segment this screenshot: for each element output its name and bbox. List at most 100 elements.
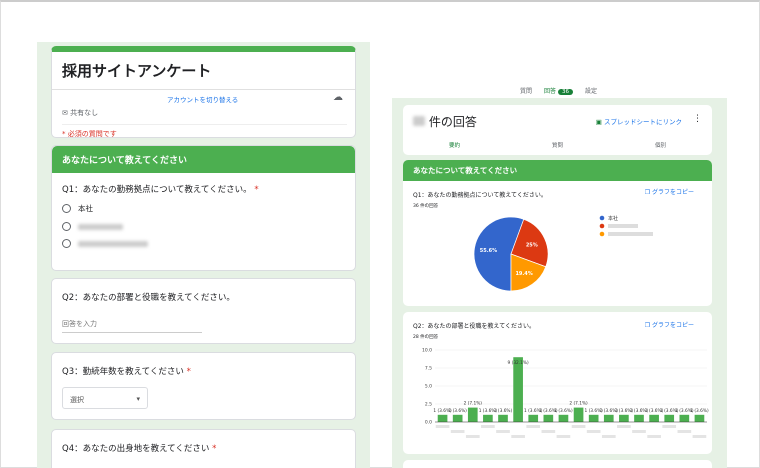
bar	[588, 414, 599, 422]
bar	[664, 414, 675, 422]
legend-blurred	[608, 224, 638, 228]
mail-icon: ✉	[62, 109, 71, 117]
x-label-blurred	[617, 425, 631, 428]
blurred-option	[78, 223, 123, 230]
q2-card: Q2：あなたの部署と役職を教えてください。 回答を入力	[51, 278, 356, 344]
x-label-blurred	[526, 425, 541, 428]
copy-label: グラフをコピー	[651, 189, 694, 196]
option-label: 本社	[78, 204, 93, 213]
responses-panel: 件の回答 ▣ スプレッドシートにリンク ⋮ 要約 質問 個別 あなたについて教え…	[392, 98, 727, 468]
x-label-blurred	[435, 425, 450, 428]
section-header: あなたについて教えてください	[52, 146, 355, 173]
bar	[634, 414, 644, 422]
q1-summary-card: あなたについて教えてください Q1：あなたの勤務拠点について教えてください。 3…	[403, 160, 712, 306]
bar	[619, 414, 629, 422]
bar	[558, 414, 569, 422]
option-2[interactable]	[62, 222, 345, 231]
sheets-icon: ▣	[595, 118, 602, 126]
bar-label: 1 (3.6%)	[615, 408, 634, 414]
bar	[603, 414, 614, 422]
x-label-blurred	[556, 435, 571, 438]
y-tick-label: 0.0	[425, 420, 432, 426]
more-icon[interactable]: ⋮	[693, 114, 702, 124]
bar-chart: 0.02.55.07.510.01 (3.6%)1 (3.6%)2 (7.1%)…	[422, 348, 709, 438]
q2-input[interactable]: 回答を入力	[62, 319, 202, 333]
bar-label: 1 (3.6%)	[660, 408, 679, 414]
bar	[498, 414, 508, 422]
tab-summary[interactable]: 要約	[448, 143, 460, 149]
tab-individual[interactable]: 個別	[654, 143, 666, 149]
x-label-blurred	[647, 435, 661, 438]
option-3[interactable]	[62, 239, 345, 248]
bar-label: 1 (3.6%)	[479, 408, 498, 414]
bar	[679, 414, 690, 422]
spreadsheet-link[interactable]: ▣ スプレッドシートにリンク	[596, 116, 682, 126]
y-tick-label: 7.5	[425, 366, 432, 372]
select-value: 選択	[70, 396, 84, 404]
x-label-blurred	[586, 430, 601, 433]
slice-label: 25%	[526, 242, 538, 248]
q3-card: Q3：勤続年数を教えてください * 選択 ▾	[51, 352, 356, 420]
q2-summary-card: Q2：あなたの部署と役職を教えてください。 28 件の回答 ❐ グラフをコピー …	[403, 312, 712, 454]
slice-label: 19.4%	[515, 271, 532, 277]
dropdown-arrow-icon: ▾	[136, 395, 140, 403]
x-label-blurred	[481, 425, 495, 428]
bar-label: 1 (3.6%)	[554, 408, 573, 414]
required-mark: *	[254, 185, 259, 195]
copy-chart-button[interactable]: ❐ グラフをコピー	[645, 187, 694, 196]
x-label-blurred	[465, 435, 480, 438]
bar-label: 1 (3.6%)	[448, 408, 467, 414]
legend-marker	[599, 231, 605, 237]
form-header-card: 採用サイトアンケート アカウントを切り替える ☁ ✉ 共有なし * 必須の質問で…	[51, 46, 356, 138]
q4-label: Q4：あなたの出身地を教えてください	[62, 444, 210, 454]
q3-select[interactable]: 選択 ▾	[62, 387, 148, 409]
blurred-count	[413, 116, 425, 126]
bar	[528, 414, 539, 422]
x-label-blurred	[450, 430, 465, 433]
pie-slice	[510, 253, 547, 292]
x-label-blurred	[662, 425, 677, 428]
bar	[452, 414, 463, 422]
legend-marker	[599, 223, 605, 229]
pie-chart: 55.6% 本社 25% 19.4%	[473, 215, 653, 292]
bar-label: 1 (3.6%)	[433, 408, 452, 414]
x-label-blurred	[677, 430, 692, 433]
response-count-badge: 36	[557, 89, 573, 95]
legend-blurred	[608, 232, 653, 236]
pie-slice	[510, 218, 549, 268]
switch-account-link[interactable]: アカウントを切り替える	[167, 96, 239, 104]
link-label: スプレッドシートにリンク	[604, 118, 682, 126]
x-label-blurred	[511, 435, 525, 438]
radio-icon	[62, 239, 71, 248]
x-label-blurred	[632, 430, 646, 433]
y-tick-label: 5.0	[425, 384, 432, 390]
legend-marker	[599, 215, 605, 221]
copy-icon: ❐	[644, 189, 652, 196]
required-note: * 必須の質問です	[62, 124, 347, 139]
q1-count: 36 件の回答	[413, 204, 439, 209]
form-title: 採用サイトアンケート	[52, 52, 355, 90]
tab-question[interactable]: 質問	[551, 143, 563, 149]
q1-card: あなたについて教えてください Q1：あなたの勤務拠点について教えてください。 *…	[51, 145, 356, 271]
option-honsha[interactable]: 本社	[62, 203, 345, 214]
bar	[649, 414, 659, 422]
section-header: あなたについて教えてください	[403, 160, 712, 181]
required-mark: *	[212, 444, 217, 454]
q3-label: Q3：勤続年数を教えてください	[62, 367, 184, 377]
bar	[543, 414, 554, 422]
bar-label: 9 (32.1%)	[508, 360, 529, 366]
bar-label: 1 (3.6%)	[524, 408, 543, 414]
bar-label: 2 (7.1%)	[464, 401, 483, 407]
sharing-status: 共有なし	[70, 109, 99, 117]
tab-label: 回答	[544, 88, 557, 95]
q1-label: Q1：あなたの勤務拠点について教えてください。	[62, 185, 252, 195]
copy-chart-button[interactable]: ❐ グラフをコピー	[645, 320, 694, 329]
legend-label: 本社	[608, 215, 618, 222]
bar-label: 1 (3.6%)	[690, 408, 709, 414]
copy-icon: ❐	[644, 322, 652, 329]
bar-label: 2 (7.1%)	[569, 401, 588, 407]
tab-questions[interactable]: 質問	[520, 88, 533, 95]
bar-label: 1 (3.6%)	[675, 408, 694, 414]
tab-settings[interactable]: 設定	[584, 88, 597, 95]
form-preview: 採用サイトアンケート アカウントを切り替える ☁ ✉ 共有なし * 必須の質問で…	[37, 42, 370, 468]
